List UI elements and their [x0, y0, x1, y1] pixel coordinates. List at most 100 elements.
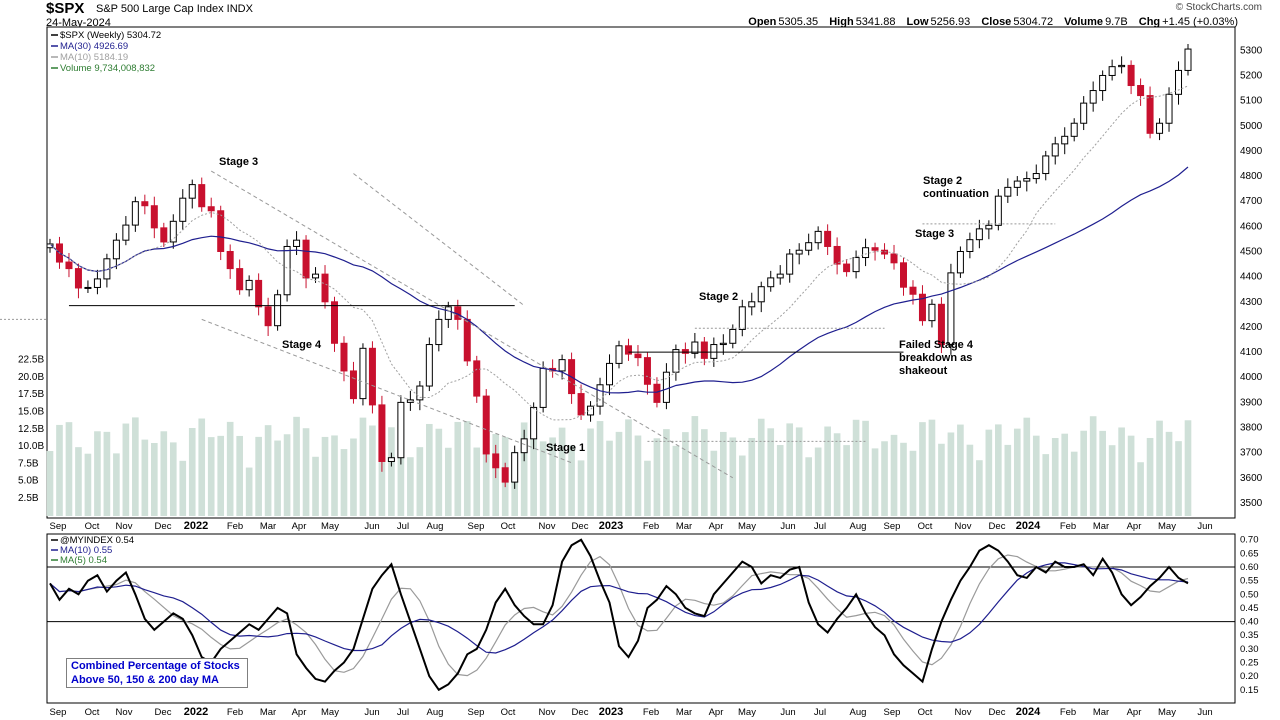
volume-tick-label: 15.0B: [18, 407, 44, 418]
volume-bar: [340, 449, 348, 516]
x-axis-label: Aug: [850, 707, 867, 718]
volume-bar: [568, 445, 575, 516]
x-axis-label: Dec: [572, 521, 589, 532]
x-axis-label: Dec: [155, 521, 172, 532]
volume-bar: [482, 447, 490, 516]
volume-tick-label: 12.5B: [18, 424, 44, 435]
volume-bar: [1004, 444, 1012, 516]
candle-body: [122, 224, 130, 241]
volume-bar: [1118, 427, 1125, 516]
candle-body: [795, 249, 803, 255]
volume-bar: [226, 421, 234, 516]
ohlc-readout: Open 5305.35 High 5341.88 Low 5256.93 Close…: [740, 16, 1238, 28]
price-tick-label: 4600: [1240, 221, 1263, 232]
candle-body: [937, 303, 945, 346]
high-value: 5341.88: [855, 16, 896, 28]
chg-value: +1.45 (+0.03%): [1162, 16, 1238, 28]
indicator-tick-label: 0.25: [1240, 658, 1259, 669]
volume-tick-label: 7.5B: [18, 458, 39, 469]
candle-body: [131, 201, 139, 226]
volume-bar: [738, 455, 746, 516]
candle-body: [1051, 143, 1059, 157]
candle-body: [46, 243, 54, 249]
volume-bar: [84, 453, 92, 516]
x-axis-label: Mar: [260, 707, 276, 718]
volume-bar: [198, 418, 206, 516]
volume-bar: [587, 428, 594, 516]
candle-body: [84, 286, 92, 289]
volume-bar: [672, 445, 680, 516]
volume-bar: [1023, 417, 1031, 516]
volume-bar: [577, 460, 585, 516]
ma10-line: [49, 85, 1189, 421]
volume-bar: [1165, 431, 1173, 516]
volume-bar: [682, 432, 689, 516]
x-axis-label: Aug: [427, 707, 444, 718]
price-tick-label: 5300: [1240, 45, 1263, 56]
candle-body: [283, 245, 291, 296]
price-tick-label: 3800: [1240, 423, 1263, 434]
candle-body: [1042, 155, 1050, 175]
candle-body: [1099, 74, 1107, 92]
x-axis-label: Nov: [539, 521, 556, 532]
candle-body: [843, 263, 851, 273]
candle-body: [331, 301, 338, 344]
x-axis-label: Nov: [955, 521, 972, 532]
volume-bar: [938, 443, 945, 516]
x-axis-label: May: [1158, 521, 1176, 532]
volume-bar: [1070, 451, 1078, 516]
high-label: High: [829, 16, 854, 28]
candle-body: [169, 220, 177, 243]
volume-bar: [378, 449, 386, 516]
candle-body: [378, 404, 386, 462]
volume-bar: [890, 434, 898, 516]
volume-bar: [1061, 433, 1069, 516]
volume-bar: [435, 428, 443, 516]
candle-body: [966, 239, 974, 252]
x-axis-label: May: [738, 521, 756, 532]
candle-body: [615, 345, 623, 364]
volume-bar: [757, 418, 765, 516]
candle-body: [909, 286, 917, 295]
volume-bar: [985, 429, 993, 516]
open-value: 5305.35: [778, 16, 819, 28]
legend-entry: Volume 9,734,008,832: [60, 63, 155, 74]
candle-body: [738, 306, 746, 330]
volume-bar: [1184, 420, 1192, 516]
candle-body: [662, 371, 670, 403]
candle-body: [312, 273, 320, 279]
volume-bar: [56, 424, 63, 516]
volume-bar: [321, 436, 329, 516]
indicator-tick-label: 0.30: [1240, 644, 1259, 655]
volume-tick-label: 2.5B: [18, 493, 39, 504]
x-axis-label: Aug: [427, 521, 444, 532]
volume-bar: [463, 421, 471, 516]
x-axis-label: Jun: [364, 521, 379, 532]
volume-bar: [919, 422, 926, 516]
volume-bar: [520, 422, 528, 516]
candle-body: [1175, 69, 1183, 95]
candle-body: [767, 277, 775, 288]
candle-body: [302, 239, 310, 279]
volume-bar: [454, 421, 462, 516]
trend-line: [201, 318, 572, 464]
candle-body: [890, 253, 898, 264]
low-label: Low: [906, 16, 929, 28]
volume-tick-label: 20.0B: [18, 372, 44, 383]
volume-bar: [359, 417, 367, 516]
candle-body: [994, 195, 1002, 226]
credit[interactable]: © StockCharts.com: [1175, 2, 1262, 13]
volume-tick-label: 10.0B: [18, 441, 44, 452]
candle-body: [368, 347, 376, 406]
close-value: 5304.72: [1013, 16, 1054, 28]
volume-bar: [75, 447, 82, 516]
volume-bar: [795, 427, 803, 516]
legend-entry: MA(10) 5184.19: [60, 52, 128, 63]
volume-bar: [691, 416, 699, 516]
candle-body: [520, 438, 528, 454]
volume-bar: [426, 423, 433, 516]
volume-bar: [966, 444, 974, 516]
candle-body: [719, 342, 727, 346]
candle-body: [236, 268, 244, 291]
